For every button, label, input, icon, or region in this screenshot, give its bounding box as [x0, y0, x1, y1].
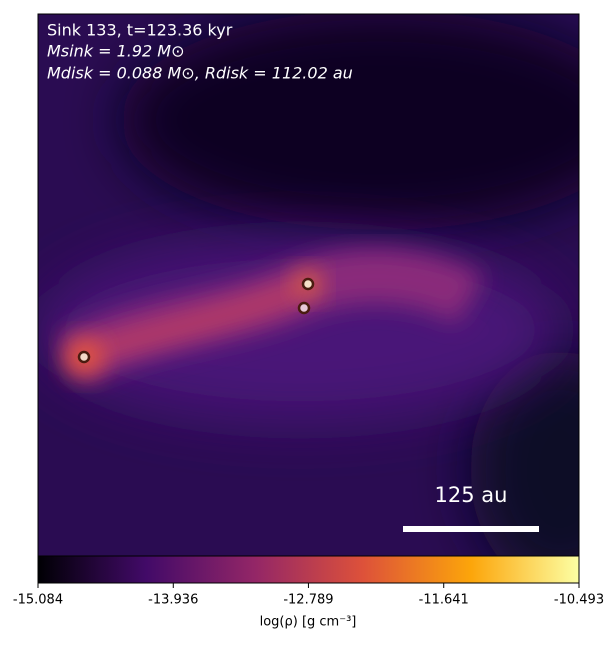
density-image — [38, 14, 579, 556]
colorbar-tick-label: -10.493 — [554, 593, 604, 608]
sink-particle — [301, 277, 315, 291]
annotation: Mdisk = 0.088 M⊙, Rdisk = 112.02 au — [47, 64, 353, 83]
colorbar-tick-label: -15.084 — [13, 593, 63, 608]
colorbar-tick-label: -11.641 — [419, 593, 469, 608]
colorbar-label: log(ρ) [g cm⁻³] — [260, 615, 357, 630]
sink-particle — [297, 301, 311, 315]
colorbar-tick-label: -12.789 — [283, 593, 333, 608]
annotation: Msink = 1.92 M⊙ — [47, 42, 185, 61]
annotation: Sink 133, t=123.36 kyr — [47, 21, 233, 40]
scale-bar — [403, 526, 539, 532]
scale-bar-label: 125 au — [435, 483, 508, 507]
colorbar — [37, 555, 580, 584]
colorbar-tick-label: -13.936 — [148, 593, 198, 608]
sink-particle — [77, 350, 91, 364]
sinks — [77, 277, 315, 364]
